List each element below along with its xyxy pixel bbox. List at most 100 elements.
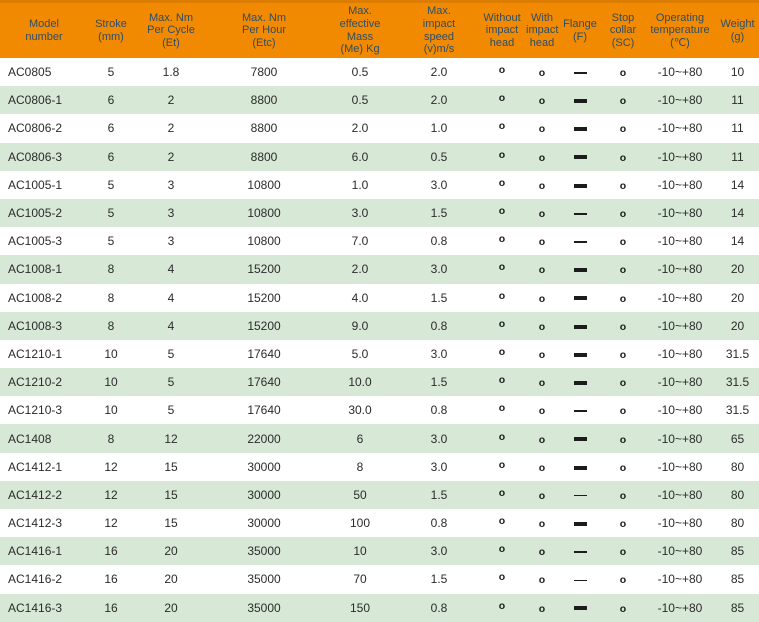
cell-with: o — [526, 227, 558, 255]
cell-hour: 8800 — [250, 121, 278, 136]
stop-head-mark: o — [619, 95, 627, 108]
cell-stop: o — [602, 537, 644, 565]
cell-hour: 8800 — [250, 149, 278, 164]
cell-stop: o — [602, 143, 644, 171]
cell-hour: 8800 — [250, 93, 278, 108]
cell-weight: 11 — [731, 121, 744, 136]
cell-speed: 0.5 — [430, 149, 448, 164]
cell-temp: -10~+80 — [657, 121, 703, 136]
cell-stop: o — [602, 424, 644, 452]
stop-head-mark: o — [619, 179, 627, 192]
col-header-weight: Weight (g) — [716, 3, 759, 58]
cell-flange — [558, 86, 602, 114]
cell-cycle: 4 — [167, 262, 175, 277]
cell-stop: o — [602, 340, 644, 368]
cell-flange — [558, 594, 602, 622]
with-head-mark: o — [538, 405, 546, 418]
cell-flange — [558, 424, 602, 452]
cell-stop: o — [602, 453, 644, 481]
cell-temp: -10~+80 — [657, 375, 703, 390]
cell-hour: 30000 — [247, 516, 281, 531]
flange-dash-thin — [573, 494, 587, 497]
cell-mass: 7.0 — [351, 234, 369, 249]
cell-speed: 1.5 — [430, 487, 448, 502]
cell-model: AC1408 — [8, 431, 52, 446]
cell-model: AC0806-3 — [8, 149, 63, 164]
without-head-mark: o — [498, 289, 506, 302]
cell-model: AC0805 — [8, 65, 52, 80]
cell-mass: 0.5 — [351, 93, 369, 108]
cell-stroke: 6 — [107, 121, 115, 136]
cell-flange — [558, 537, 602, 565]
cell-temp: -10~+80 — [657, 177, 703, 192]
cell-without: o — [478, 312, 526, 340]
cell-without: o — [478, 594, 526, 622]
cell-model: AC1412-2 — [8, 487, 63, 502]
table-row: AC1008-3 8 4 15200 9.0 0.8 o o o -10~+80 20 — [0, 311, 759, 340]
col-header-hour: Max. Nm Per Hour (Etc) — [208, 3, 320, 58]
with-head-mark: o — [538, 236, 546, 249]
spec-table: Model number Stroke (mm) Max. Nm Per Cycle… — [0, 3, 759, 622]
cell-flange — [558, 284, 602, 312]
cell-temp: -10~+80 — [657, 318, 703, 333]
cell-without: o — [478, 58, 526, 86]
cell-cycle: 4 — [167, 290, 175, 305]
cell-without: o — [478, 424, 526, 452]
cell-mass: 5.0 — [351, 346, 369, 361]
flange-dash-bold — [573, 183, 587, 188]
cell-without: o — [478, 396, 526, 424]
cell-with: o — [526, 312, 558, 340]
cell-flange — [558, 312, 602, 340]
cell-stroke: 10 — [104, 346, 118, 361]
cell-stroke: 8 — [107, 431, 115, 446]
table-row: AC1210-1 10 5 17640 5.0 3.0 o o o -10~+80 31.5 — [0, 339, 759, 369]
cell-stop: o — [602, 114, 644, 142]
flange-dash-bold — [573, 127, 587, 132]
col-header-stop: Stop collar (SC) — [602, 3, 644, 58]
cell-without: o — [478, 481, 526, 509]
flange-dash-bold — [573, 380, 587, 385]
with-head-mark: o — [538, 461, 546, 474]
cell-stroke: 16 — [104, 572, 118, 587]
cell-cycle: 1.8 — [162, 65, 180, 80]
cell-stop: o — [602, 284, 644, 312]
table-row: AC1005-2 5 3 10800 3.0 1.5 o o o -10~+80 14 — [0, 198, 759, 228]
cell-without: o — [478, 565, 526, 593]
with-head-mark: o — [538, 264, 546, 277]
cell-stop: o — [602, 58, 644, 86]
cell-cycle: 5 — [167, 375, 175, 390]
cell-hour: 15200 — [247, 318, 281, 333]
cell-model: AC1412-3 — [8, 516, 63, 531]
cell-hour: 30000 — [247, 487, 281, 502]
flange-dash-thin — [573, 72, 587, 74]
cell-weight: 11 — [731, 93, 744, 108]
cell-hour: 22000 — [247, 431, 281, 446]
col-header-flange: Flange (F) — [558, 3, 602, 58]
cell-weight: 14 — [730, 177, 745, 192]
stop-head-mark: o — [619, 518, 627, 531]
cell-speed: 0.8 — [430, 516, 448, 531]
without-head-mark: o — [498, 92, 506, 105]
flange-dash-bold — [573, 521, 587, 526]
cell-flange — [558, 114, 602, 142]
cell-stop: o — [602, 171, 644, 199]
stop-head-mark: o — [619, 320, 627, 333]
cell-flange — [558, 481, 602, 509]
table-row: AC1005-1 5 3 10800 1.0 3.0 o o o -10~+80 14 — [0, 170, 759, 199]
stop-head-mark: o — [619, 377, 627, 390]
with-head-mark: o — [538, 518, 546, 531]
cell-speed: 1.5 — [430, 572, 448, 587]
cell-hour: 15200 — [247, 290, 281, 305]
without-head-mark: o — [498, 571, 506, 584]
cell-stop: o — [602, 481, 644, 509]
col-header-model: Model number — [0, 3, 88, 58]
cell-stroke: 10 — [104, 403, 118, 418]
stop-head-mark: o — [619, 574, 627, 587]
cell-flange — [558, 453, 602, 481]
cell-mass: 70 — [353, 572, 367, 587]
cell-model: AC1008-1 — [8, 262, 63, 277]
header-row: Model number Stroke (mm) Max. Nm Per Cycle… — [0, 3, 759, 58]
cell-stop: o — [602, 227, 644, 255]
cell-stop: o — [602, 368, 644, 396]
stop-head-mark: o — [619, 123, 627, 136]
